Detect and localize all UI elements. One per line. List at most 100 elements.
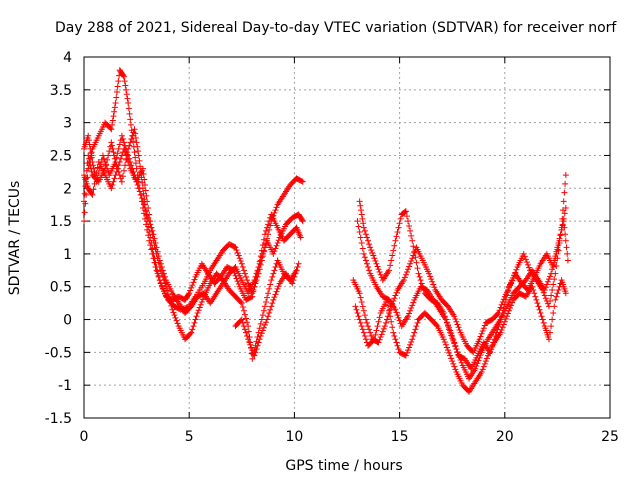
y-tick-label: 1: [63, 247, 72, 263]
data-point-sat-g: [403, 213, 410, 220]
data-point-sat-h: [371, 336, 378, 343]
data-point-sat-i: [496, 319, 503, 326]
data-point-sat-c: [193, 313, 200, 320]
data-point-sat-b: [155, 272, 162, 279]
data-point-sat-d: [96, 165, 103, 172]
data-point-sat-c: [115, 162, 122, 169]
data-point-sat-c: [189, 326, 196, 333]
data-point-sat-h: [358, 323, 365, 330]
data-point-sat-i: [444, 322, 451, 329]
data-point-sat-i: [502, 296, 509, 303]
data-point-sat-a: [235, 252, 242, 259]
data-point-sat-h: [447, 352, 454, 359]
data-point-sat-g: [370, 252, 377, 259]
data-point-sat-f: [451, 313, 458, 320]
data-point-sat-d: [146, 218, 153, 225]
data-point-sat-g: [542, 284, 549, 291]
data-point-sat-c: [88, 190, 95, 197]
data-point-sat-a: [88, 149, 95, 156]
data-point-sat-b: [262, 227, 269, 234]
data-point-sat-f: [541, 292, 548, 299]
data-point-sat-f: [381, 323, 388, 330]
data-point-sat-d: [119, 136, 126, 143]
data-point-sat-i: [354, 218, 361, 225]
data-point-sat-a: [127, 121, 134, 128]
y-tick-label: -1: [58, 378, 72, 394]
data-point-sat-h: [360, 329, 367, 336]
data-point-sat-g: [410, 243, 417, 250]
data-point-sat-h: [550, 309, 557, 316]
data-point-sat-f: [553, 262, 560, 269]
data-point-sat-e: [252, 349, 259, 356]
data-point-sat-a: [273, 204, 280, 211]
data-point-sat-h: [481, 360, 488, 367]
data-point-sat-d: [103, 162, 110, 169]
data-point-sat-f: [453, 318, 460, 325]
data-point-sat-d: [274, 239, 281, 246]
data-point-sat-f: [376, 336, 383, 343]
data-point-sat-h: [374, 323, 381, 330]
data-point-sat-d: [259, 250, 266, 257]
data-point-sat-c: [267, 281, 274, 288]
data-point-sat-h: [354, 309, 361, 316]
data-point-sat-e: [261, 322, 268, 329]
data-point-sat-h: [353, 306, 360, 313]
data-point-sat-f: [357, 294, 364, 301]
data-point-sat-h: [450, 360, 457, 367]
data-point-sat-f: [560, 198, 567, 205]
data-point-sat-a: [272, 207, 279, 214]
data-point-sat-a: [122, 82, 129, 89]
data-point-sat-c: [260, 307, 267, 314]
data-point-sat-h: [409, 336, 416, 343]
data-point-sat-a: [111, 104, 118, 111]
data-point-sat-f: [549, 287, 556, 294]
data-point-sat-h: [535, 303, 542, 310]
y-tick-label: 0: [63, 313, 72, 329]
data-point-sat-d: [128, 162, 135, 169]
data-point-sat-d: [252, 273, 259, 280]
data-point-sat-d: [272, 245, 279, 252]
data-point-sat-c: [237, 299, 244, 306]
data-point-sat-f: [545, 303, 552, 310]
data-point-sat-f: [358, 299, 365, 306]
data-point-sat-c: [165, 291, 172, 298]
data-point-sat-i: [491, 336, 498, 343]
data-point-sat-h: [548, 323, 555, 330]
data-point-sat-a: [244, 277, 251, 284]
data-point-sat-g: [371, 255, 378, 262]
data-point-sat-g: [392, 237, 399, 244]
data-point-sat-i: [448, 330, 455, 337]
data-point-sat-a: [123, 86, 130, 93]
data-point-sat-g: [387, 262, 394, 269]
data-point-sat-h: [554, 290, 561, 297]
data-point-sat-g: [360, 224, 367, 231]
data-point-sat-i: [560, 215, 567, 222]
data-point-sat-a: [108, 126, 115, 133]
data-point-sat-c: [238, 300, 245, 307]
data-point-sat-a: [107, 125, 114, 132]
data-point-sat-i: [501, 301, 508, 308]
data-point-sat-d: [147, 221, 154, 228]
data-point-sat-h: [504, 310, 511, 317]
data-point-sat-c: [270, 270, 277, 277]
data-point-sat-h: [539, 316, 546, 323]
data-point-sat-e: [292, 270, 299, 277]
data-point-sat-b: [261, 231, 268, 238]
data-point-sat-g: [414, 265, 421, 272]
data-point-sat-b: [132, 134, 139, 141]
data-point-sat-c: [168, 302, 175, 309]
data-point-sat-d: [137, 191, 144, 198]
data-point-sat-i: [443, 319, 450, 326]
data-point-sat-d: [112, 159, 119, 166]
data-point-sat-d: [90, 162, 97, 169]
data-point-sat-h: [501, 318, 508, 325]
data-point-sat-i: [406, 310, 413, 317]
x-tick-label: 10: [285, 429, 303, 445]
data-point-sat-h: [480, 363, 487, 370]
data-point-sat-c: [108, 185, 115, 192]
data-point-sat-i: [395, 314, 402, 321]
data-point-sat-i: [363, 260, 370, 267]
data-point-sat-a: [298, 178, 305, 185]
data-point-sat-i: [499, 309, 506, 316]
